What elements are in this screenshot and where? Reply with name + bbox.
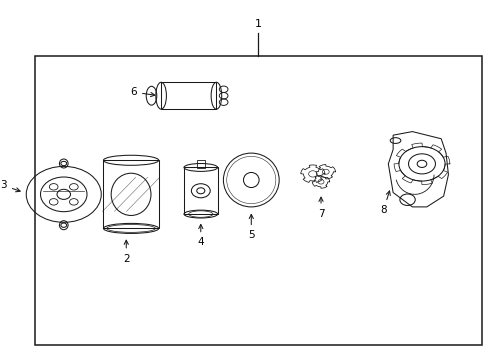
Text: 5: 5 [248, 215, 255, 240]
Text: 7: 7 [318, 197, 324, 219]
Bar [35, 56, 482, 345]
Text: 3: 3 [0, 180, 20, 192]
Text: 1: 1 [255, 19, 262, 29]
Text: 2: 2 [123, 240, 129, 264]
Text: 6: 6 [130, 87, 155, 97]
Text: 8: 8 [380, 191, 391, 215]
Bar [184, 167, 218, 214]
Text: 4: 4 [197, 225, 204, 247]
Bar [103, 160, 159, 228]
Bar [197, 160, 205, 168]
Bar [161, 82, 217, 109]
